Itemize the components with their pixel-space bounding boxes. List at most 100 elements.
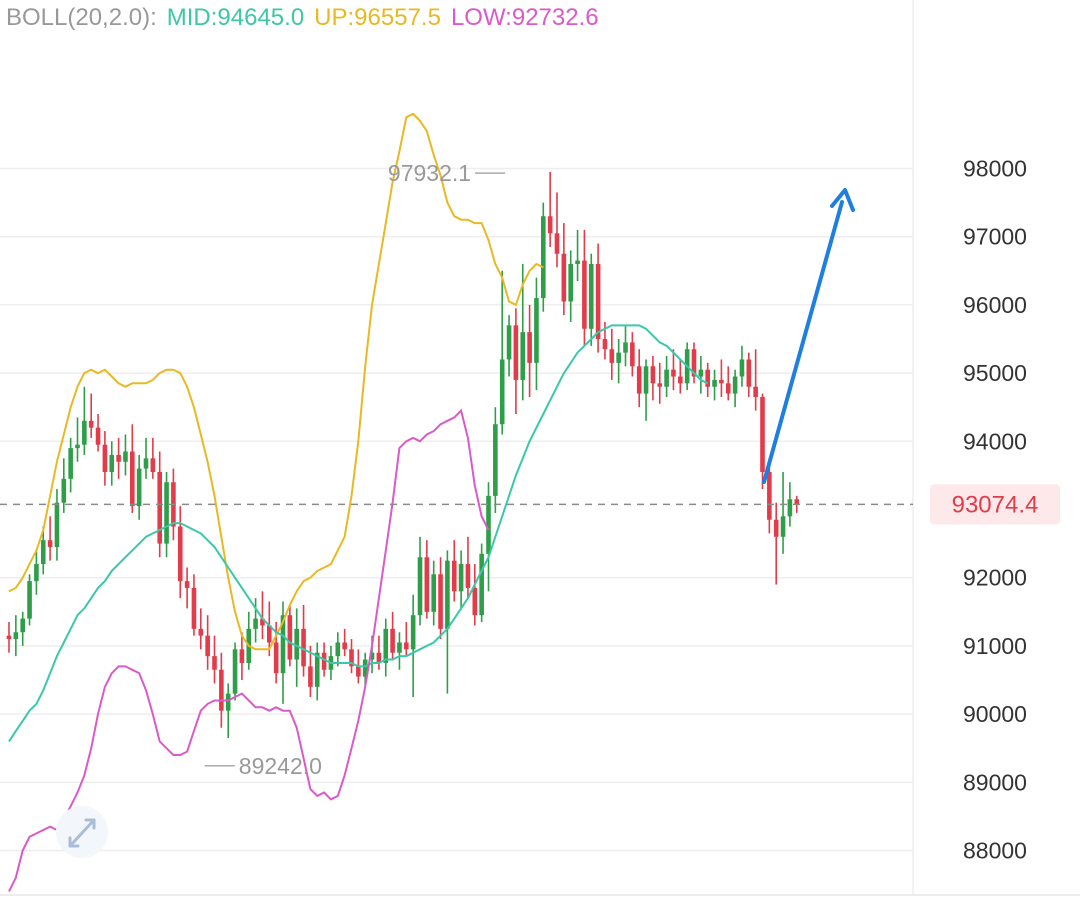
candle-body [671, 369, 676, 377]
candle-body [356, 666, 361, 677]
candle-body [349, 649, 354, 667]
candle-body [301, 628, 306, 667]
candle [301, 604, 306, 677]
candle [314, 642, 320, 701]
candle [40, 526, 46, 575]
candle-body [88, 420, 94, 428]
candle [773, 502, 779, 585]
candle-body [95, 427, 101, 445]
candle [20, 611, 25, 646]
candle-body [636, 366, 642, 394]
candle [643, 359, 649, 421]
candle [34, 550, 39, 595]
candle-body [102, 444, 108, 472]
candle [767, 465, 772, 534]
candle [397, 632, 402, 670]
y-tick-label: 89000 [963, 769, 1027, 795]
candle-body [404, 642, 409, 650]
candle [534, 277, 539, 391]
boll-mid-line [8, 324, 709, 742]
candle-body [130, 451, 135, 507]
candle [232, 642, 238, 701]
candle [513, 308, 519, 415]
y-tick-label: 96000 [963, 292, 1027, 318]
candle [424, 540, 430, 619]
expand-icon[interactable] [56, 806, 108, 858]
candle-body [438, 574, 443, 629]
candle [253, 598, 258, 643]
candle [75, 417, 80, 462]
candle [417, 536, 423, 626]
candle-body [335, 642, 341, 657]
candle [82, 386, 87, 455]
current-price-tag-bg [930, 484, 1060, 525]
candle [527, 304, 532, 397]
candle-body [157, 471, 162, 544]
candles [6, 171, 800, 738]
candle-body [294, 628, 299, 660]
candle [287, 604, 293, 667]
candle-body [184, 581, 190, 588]
candle [376, 635, 382, 670]
candle [493, 407, 498, 513]
y-tick-label: 95000 [963, 360, 1027, 386]
legend-mid: MID:94645.0 [166, 4, 305, 31]
candle-body [342, 642, 347, 650]
candle-body [773, 519, 779, 537]
candle-body [6, 635, 12, 640]
candle [47, 516, 53, 561]
candle-body [506, 325, 512, 360]
candle [246, 611, 252, 670]
candle-body [287, 615, 293, 660]
candle-body [390, 628, 395, 653]
candle [342, 628, 347, 657]
candle-body [602, 339, 608, 350]
candle [705, 362, 710, 397]
candle-body [595, 263, 601, 339]
candle-body [780, 516, 786, 537]
candle [465, 536, 471, 599]
candle-body [232, 649, 238, 694]
candle [671, 349, 676, 391]
candle [732, 369, 738, 408]
candle-body [417, 557, 423, 616]
candle [95, 414, 101, 452]
boll-up-line [8, 112, 544, 651]
candle [541, 202, 546, 312]
candle-body [445, 560, 450, 629]
candle [164, 471, 169, 558]
candle [130, 424, 135, 513]
candle [657, 362, 663, 404]
candle [390, 611, 395, 660]
candle-body [732, 376, 738, 394]
candle [54, 489, 60, 561]
candle [623, 325, 628, 367]
candle-body [143, 458, 149, 469]
candle-body [541, 216, 546, 299]
candle-body [219, 669, 224, 711]
candle-body [260, 618, 265, 626]
candle [410, 594, 416, 698]
candle-body [767, 471, 772, 520]
candle [787, 482, 793, 527]
candle-body [499, 359, 505, 425]
candle-body [150, 458, 156, 472]
candle [308, 645, 313, 698]
candle-body [698, 369, 704, 377]
candle [753, 349, 758, 411]
candle-body [664, 369, 669, 387]
candle-body [308, 666, 313, 687]
candle [479, 543, 484, 623]
candle-body [746, 359, 752, 387]
low-marker-label: 89242.0 [239, 753, 322, 779]
candle [739, 345, 745, 387]
candle-body [47, 540, 53, 548]
candle [219, 652, 224, 728]
candle-body [82, 420, 87, 445]
arrow-head [830, 188, 855, 212]
candle [102, 431, 108, 486]
candle-body [575, 260, 580, 264]
candle-body [164, 482, 169, 544]
